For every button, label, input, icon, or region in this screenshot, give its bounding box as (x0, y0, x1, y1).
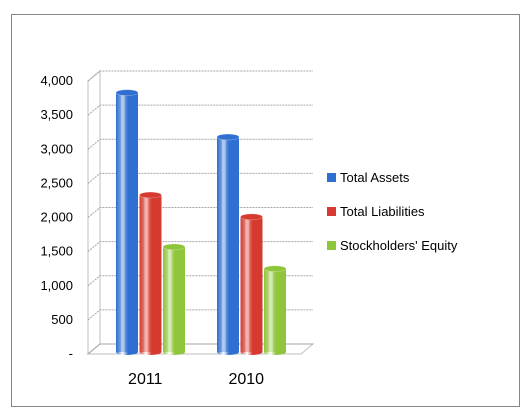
gridline (87, 70, 313, 82)
y-tick-label: 4,000 (40, 73, 73, 88)
y-tick-label: 2,500 (40, 175, 73, 190)
legend-swatch (327, 207, 336, 216)
bars (115, 89, 287, 356)
bar-stockholders-equity-2010 (263, 265, 287, 355)
bar-total-liabilities-2011 (139, 191, 162, 355)
gridline (87, 104, 313, 116)
gridline (87, 207, 313, 218)
bar-total-assets-2010 (216, 133, 240, 355)
y-tick-label: 3,500 (40, 107, 73, 122)
bar-stockholders-equity-2011 (162, 243, 186, 355)
gridline (87, 172, 313, 184)
bar-total-liabilities-2010 (240, 213, 263, 355)
legend-item-stockholders-equity: Stockholders' Equity (327, 238, 458, 253)
legend-item-total-assets: Total Assets (327, 170, 410, 185)
bar-total-assets-2011 (115, 89, 139, 356)
x-tick-labels: 2011 2010 (128, 371, 264, 388)
y-tick-label: 500 (51, 312, 73, 327)
legend-item-total-liabilities: Total Liabilities (327, 204, 425, 219)
y-tick-label: - (69, 346, 73, 361)
y-tick-labels: - 500 1,000 1,500 2,000 2,500 3,000 3,500 4,000 (40, 73, 73, 361)
gridline (87, 138, 313, 150)
legend-label: Stockholders' Equity (340, 238, 458, 253)
y-tick-label: 1,000 (40, 278, 73, 293)
legend-swatch (327, 241, 336, 250)
x-tick-label: 2010 (228, 371, 264, 388)
legend-label: Total Assets (340, 170, 410, 185)
y-tick-label: 2,000 (40, 210, 73, 225)
y-tick-label: 3,000 (40, 141, 73, 156)
y-tick-label: 1,500 (40, 244, 73, 259)
x-tick-label: 2011 (128, 371, 163, 388)
legend: Total Assets Total Liabilities Stockholder… (327, 170, 458, 253)
legend-swatch (327, 173, 336, 182)
legend-label: Total Liabilities (340, 204, 425, 219)
